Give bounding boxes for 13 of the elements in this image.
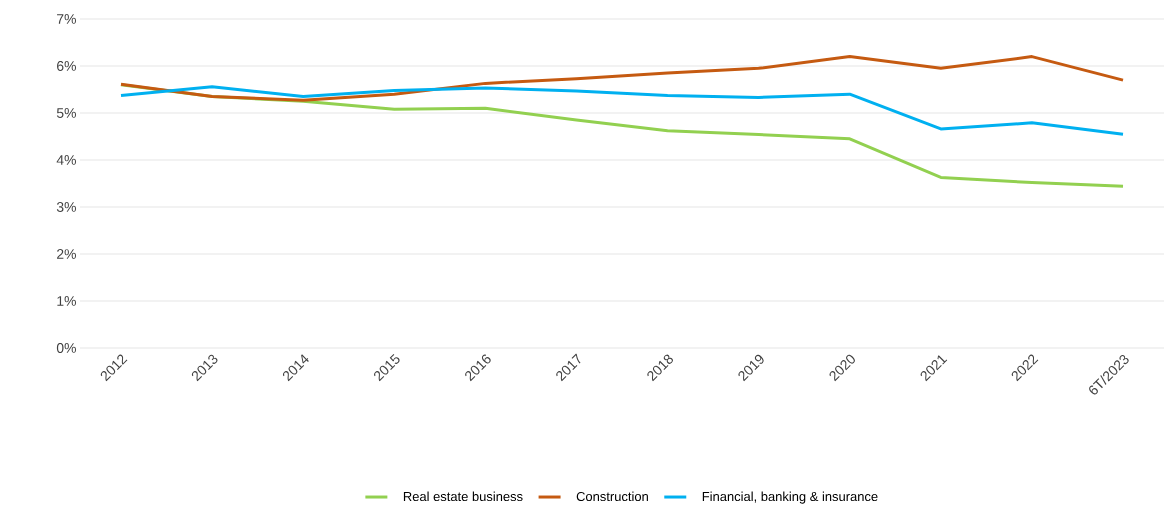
y-tick-label: 4% [56, 155, 76, 165]
legend-label: Real estate business [403, 491, 523, 502]
y-tick-label: 0% [56, 343, 76, 353]
y-tick-label: 1% [57, 296, 76, 306]
line-series [119, 55, 1125, 102]
y-tick-label: 5% [56, 108, 76, 118]
legend-label: Financial, banking & insurance [702, 491, 878, 504]
y-tick-label: 7% [57, 14, 76, 24]
y-tick-label: 6% [57, 61, 76, 71]
y-tick-label: 3% [56, 202, 76, 212]
line-series [119, 85, 1125, 136]
y-tick-label: 2% [57, 249, 76, 259]
legend-label: Construction [576, 491, 648, 502]
